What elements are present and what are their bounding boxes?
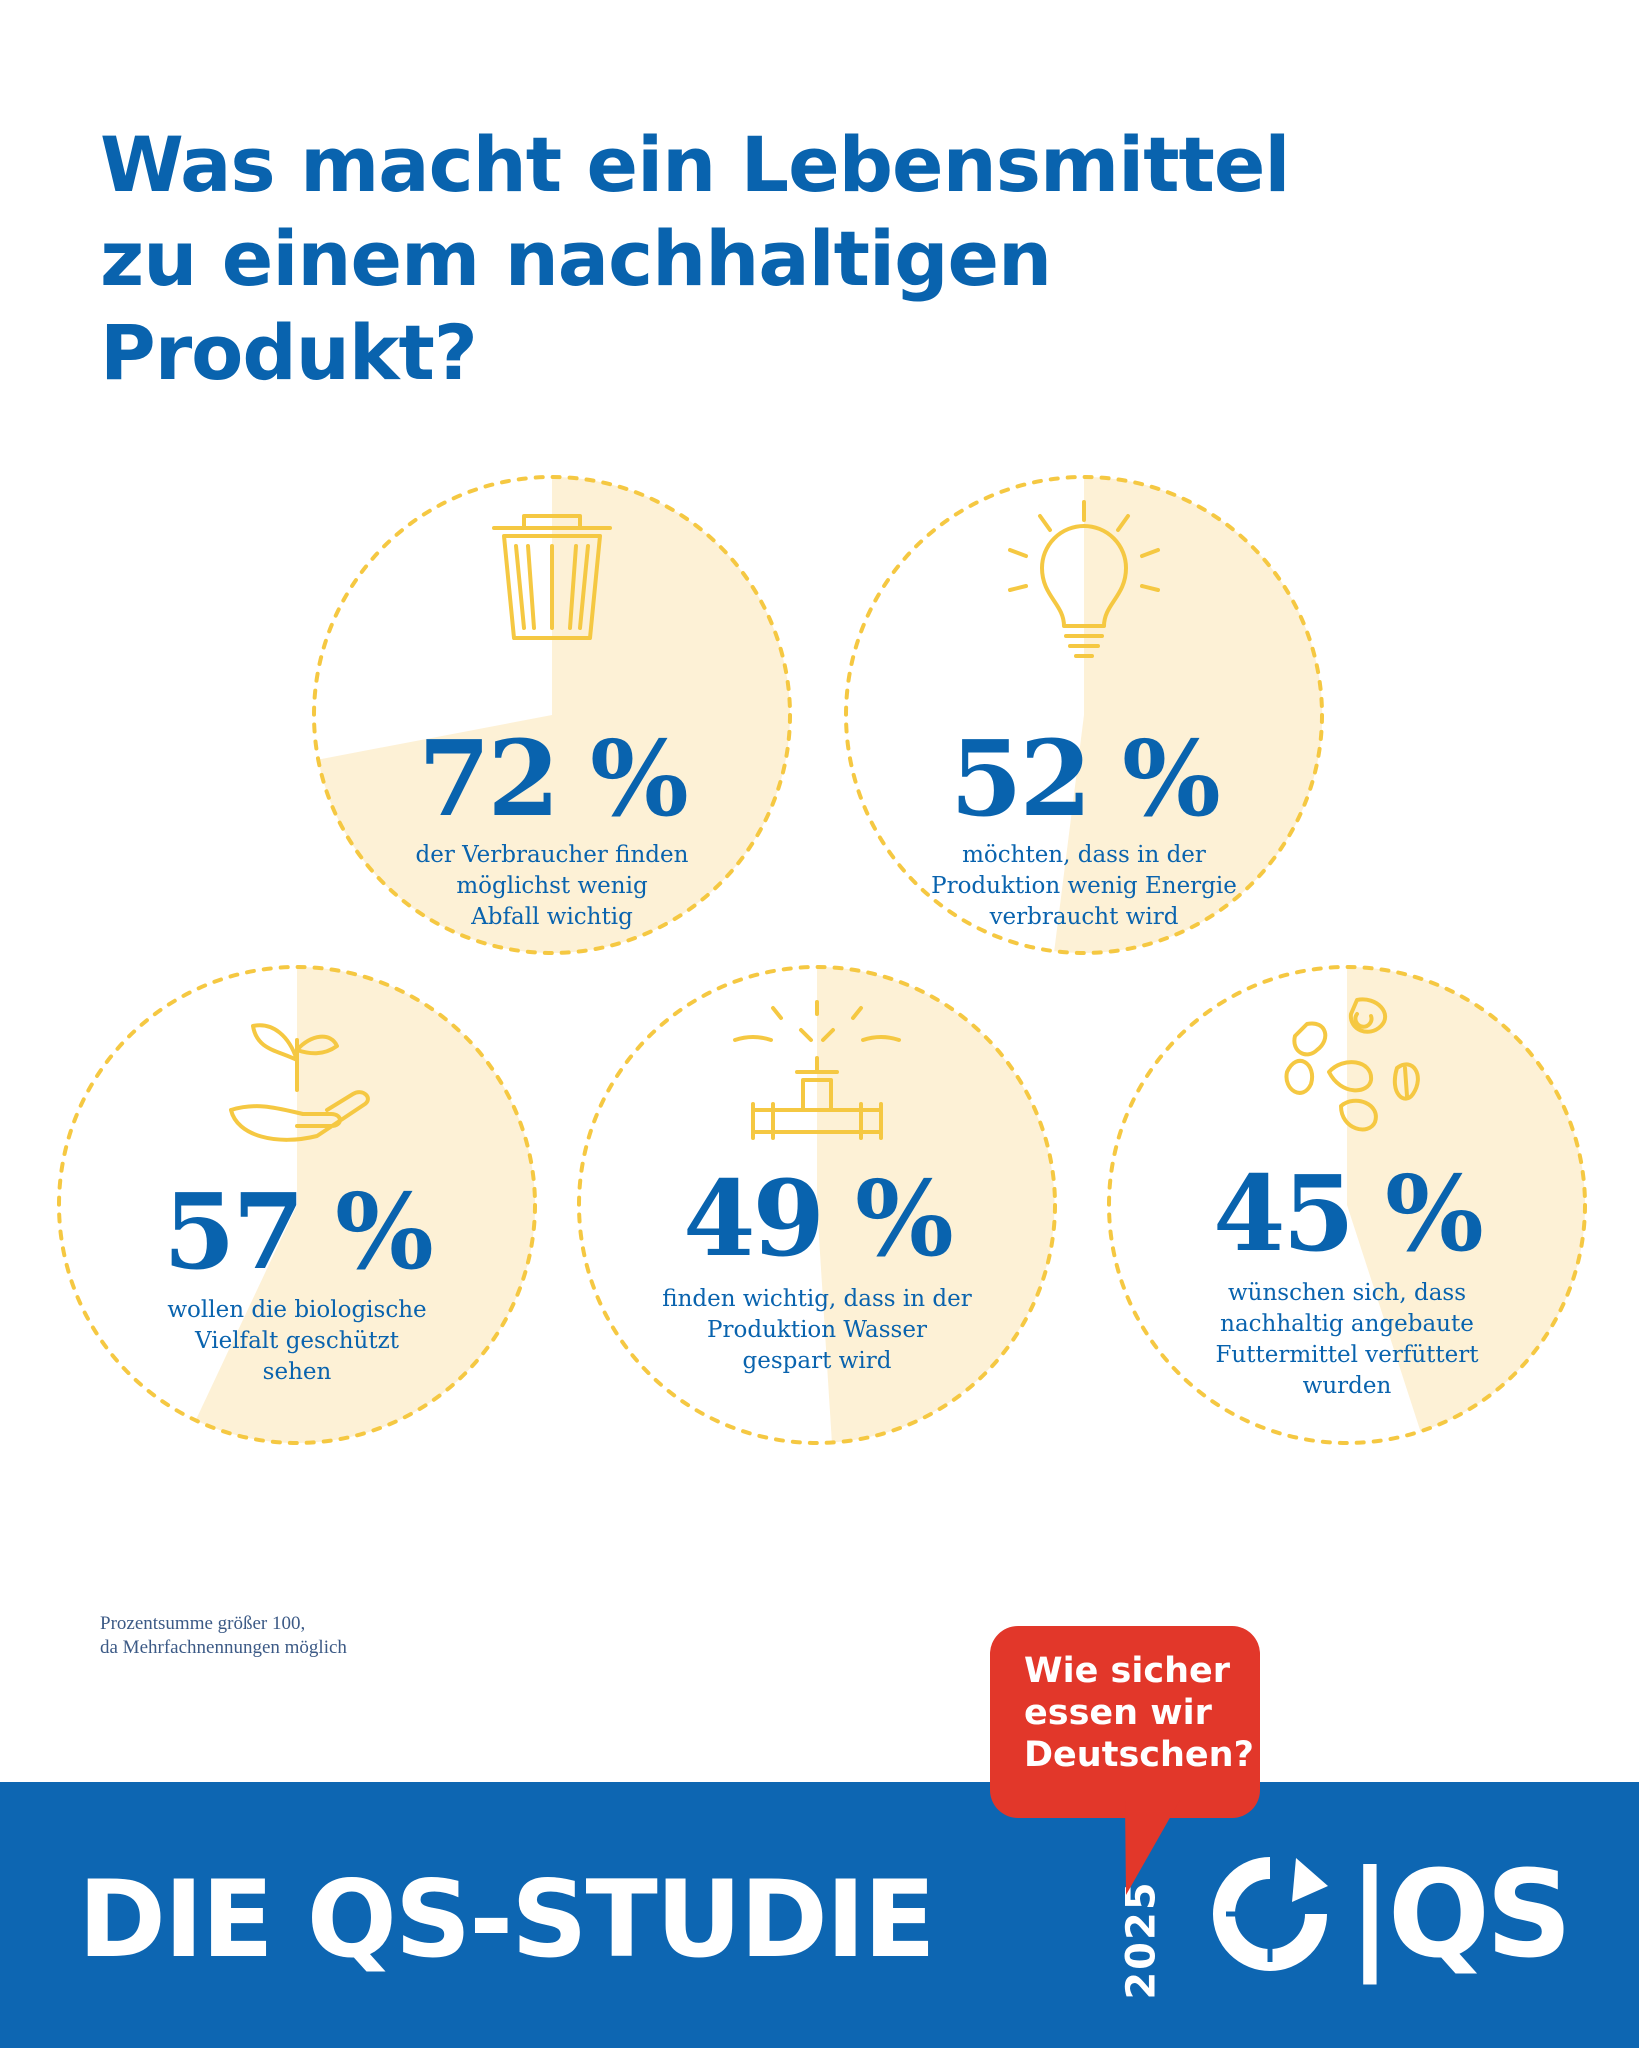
bubble-line: Deutschen? [1024, 1735, 1254, 1775]
description-line: Futtermittel verfüttert [1215, 1342, 1479, 1368]
study-title: DIE QS-STUDIE [78, 1858, 936, 1981]
pie-slice [195, 966, 536, 1443]
speech-bubble-text: Wie sicher essen wir Deutschen? [1024, 1650, 1254, 1776]
speech-bubble [990, 1626, 1260, 1818]
speech-bubble-tail [1125, 1800, 1180, 1895]
description-line: wünschen sich, dass [1228, 1280, 1466, 1306]
footnote-line: da Mehrfachnennungen möglich [100, 1637, 347, 1658]
footnote: Prozentsumme größer 100, da Mehrfachnenn… [100, 1612, 347, 1660]
footer-banner [0, 1782, 1639, 2048]
description-line: möglichst wenig [456, 873, 648, 899]
page-title: Was macht ein Lebensmittel zu einem nach… [100, 118, 1290, 400]
dashed-circle-outline [844, 475, 1324, 955]
title-line: zu einem nachhaltigen [100, 214, 1052, 303]
percentage-label: 52 % [950, 717, 1219, 840]
pie-slice [1054, 476, 1323, 953]
description-line: nachhaltig angebaute [1220, 1311, 1474, 1337]
description-line: sehen [263, 1359, 332, 1385]
description-line: Vielfalt geschützt [194, 1328, 400, 1354]
bubble-line: Wie sicher [1024, 1651, 1231, 1691]
description-line: verbraucht wird [989, 904, 1179, 930]
title-line: Produkt? [100, 308, 478, 397]
dashed-circle-outline [1107, 965, 1587, 1445]
title-line: Was macht ein Lebensmittel [100, 120, 1290, 209]
percentage-label: 45 % [1213, 1152, 1482, 1275]
qs-logo-icon [1213, 1857, 1328, 1971]
stat-circle: 49 % finden wichtig, dass in der Produktio… [577, 965, 1057, 1445]
description-line: gespart wird [743, 1348, 892, 1374]
percentage-label: 57 % [163, 1170, 432, 1293]
water-tap-icon [733, 1000, 901, 1140]
seeds-icon [1284, 997, 1420, 1132]
qs-logo-text: |QS [1348, 1846, 1572, 1985]
description-line: möchten, dass in der [962, 842, 1206, 868]
pie-slice [817, 967, 1055, 1443]
stat-circle: 72 %der Verbraucher finden möglichst weni… [312, 475, 792, 955]
bubble-line: essen wir [1024, 1693, 1212, 1733]
description-line: wollen die biologische [167, 1297, 426, 1323]
dashed-circle-outline [57, 965, 537, 1445]
description-line: Produktion Wasser [707, 1317, 927, 1343]
light-bulb-icon [1008, 500, 1160, 658]
stat-circle: 45 % wünschen sich, dass nachhaltig angeba… [1107, 965, 1587, 1445]
dashed-circle-outline [312, 475, 792, 955]
description-line: wurden [1303, 1373, 1392, 1399]
description-line: der Verbraucher finden [416, 842, 689, 868]
stat-circle: 57 % wollen die biologische Vielfalt gesch… [57, 965, 537, 1445]
percentage-label: 49 % [683, 1157, 952, 1280]
footnote-line: Prozentsumme größer 100, [100, 1613, 306, 1634]
description-line: finden wichtig, dass in der [662, 1286, 971, 1312]
stat-circle: 52 %möchten, dass in der Produktion wenig… [844, 475, 1324, 955]
trash-can-icon [492, 514, 612, 640]
plant-in-hand-icon [229, 1023, 370, 1142]
description-line: Abfall wichtig [470, 904, 633, 930]
description-line: Produktion wenig Energie [931, 873, 1237, 899]
percentage-label: 72 % [418, 717, 687, 840]
pie-slice [318, 477, 790, 954]
dashed-circle-outline [577, 965, 1057, 1445]
percentage-circles-chart: 72 %der Verbraucher finden möglichst weni… [57, 475, 1587, 1445]
